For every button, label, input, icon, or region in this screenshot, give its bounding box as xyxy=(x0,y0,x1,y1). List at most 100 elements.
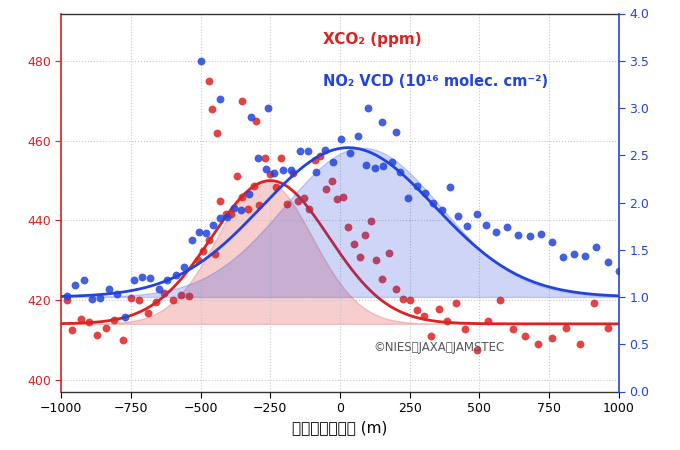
Point xyxy=(203,77,214,85)
Point xyxy=(344,150,355,157)
Point xyxy=(262,104,273,112)
Point xyxy=(445,184,456,191)
Point xyxy=(319,146,330,153)
Point xyxy=(167,296,178,303)
Point xyxy=(209,250,220,257)
Text: NO₂ VCD (10¹⁶ molec. cm⁻²): NO₂ VCD (10¹⁶ molec. cm⁻²) xyxy=(323,74,548,89)
Point xyxy=(286,166,296,173)
Point xyxy=(442,318,453,325)
Point xyxy=(437,206,447,213)
Point xyxy=(112,291,122,298)
Point xyxy=(404,297,415,304)
Point xyxy=(244,190,255,197)
Point xyxy=(588,299,599,306)
Point xyxy=(226,210,237,217)
Point xyxy=(75,316,86,323)
Point xyxy=(260,166,271,173)
Point xyxy=(403,194,413,201)
Point xyxy=(254,201,265,208)
Point xyxy=(178,264,189,271)
Point xyxy=(287,170,298,177)
Point xyxy=(265,171,276,178)
Point xyxy=(394,169,405,176)
Point xyxy=(328,158,339,165)
Point xyxy=(237,194,248,201)
Point xyxy=(215,95,226,102)
Point xyxy=(195,57,206,64)
Point xyxy=(303,147,313,154)
Point xyxy=(591,244,602,251)
Point xyxy=(420,189,430,196)
Point xyxy=(145,274,156,282)
Point xyxy=(560,324,571,332)
Point xyxy=(67,327,78,334)
Point xyxy=(377,276,388,283)
Point xyxy=(532,341,543,348)
Point xyxy=(321,185,332,193)
Point xyxy=(231,173,242,180)
Point xyxy=(86,296,97,303)
Point xyxy=(243,205,254,212)
Point xyxy=(360,231,371,239)
Point xyxy=(61,292,72,299)
Point xyxy=(311,168,322,175)
Text: ©NIES／JAXA／JAMSTEC: ©NIES／JAXA／JAMSTEC xyxy=(373,341,505,354)
Point xyxy=(222,213,233,220)
Point xyxy=(384,250,394,257)
Point xyxy=(251,117,262,125)
Point xyxy=(378,162,389,170)
Point xyxy=(84,319,95,326)
Point xyxy=(482,318,493,325)
Point xyxy=(491,228,502,235)
Point xyxy=(343,223,354,230)
Point xyxy=(580,252,591,259)
Point xyxy=(390,128,401,135)
Point xyxy=(125,294,136,302)
Point xyxy=(237,98,248,105)
Point xyxy=(248,183,259,190)
Point xyxy=(235,207,246,214)
Point xyxy=(187,236,198,243)
Point xyxy=(95,294,105,302)
Point xyxy=(259,154,270,162)
Point xyxy=(326,177,337,184)
Point xyxy=(120,314,131,321)
Point xyxy=(471,347,482,354)
Point xyxy=(613,267,624,274)
Point xyxy=(428,199,439,206)
Point xyxy=(142,309,153,316)
Point xyxy=(271,184,282,191)
Point xyxy=(353,132,364,140)
Point xyxy=(103,285,114,292)
Point xyxy=(418,313,429,320)
Point xyxy=(215,198,226,205)
Point xyxy=(101,324,112,331)
Point xyxy=(109,316,120,324)
Text: XCO₂ (ppm): XCO₂ (ppm) xyxy=(323,32,422,47)
Point xyxy=(206,105,217,112)
Point xyxy=(215,215,226,222)
Point xyxy=(292,198,303,205)
Point xyxy=(184,293,195,300)
Point xyxy=(411,183,422,190)
Point xyxy=(228,204,239,212)
Point xyxy=(61,297,72,304)
Point xyxy=(336,135,347,143)
Point xyxy=(369,164,380,171)
Point xyxy=(276,154,287,161)
Point xyxy=(348,241,359,248)
Point xyxy=(220,211,231,218)
Point xyxy=(434,305,445,312)
Point xyxy=(535,230,546,238)
Point xyxy=(159,289,170,297)
Point xyxy=(92,331,103,338)
Point xyxy=(78,276,89,284)
Point xyxy=(371,257,381,264)
Point xyxy=(117,337,128,344)
Point xyxy=(602,324,613,331)
Point xyxy=(365,217,376,225)
Point xyxy=(150,299,161,306)
Point xyxy=(390,285,401,292)
Point xyxy=(194,229,205,236)
Point xyxy=(397,295,408,302)
